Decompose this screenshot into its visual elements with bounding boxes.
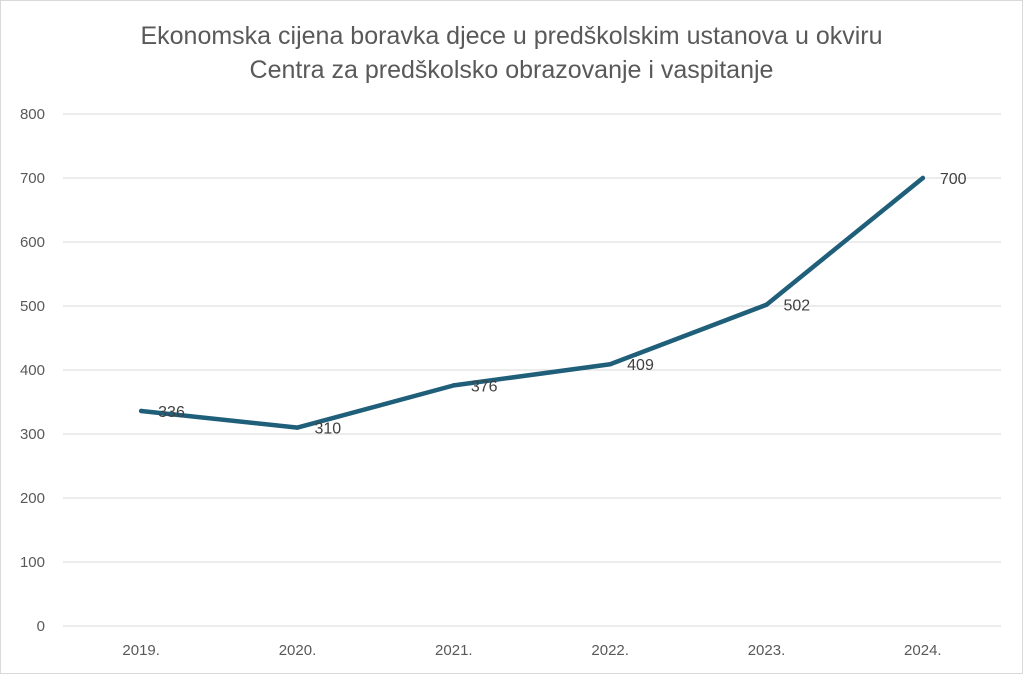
data-label: 310 xyxy=(315,421,342,438)
data-point xyxy=(451,383,457,388)
series-line xyxy=(138,175,926,430)
data-label: 409 xyxy=(627,357,654,374)
data-label: 700 xyxy=(940,171,967,188)
x-tick-label: 2024. xyxy=(904,642,942,659)
x-tick-label: 2021. xyxy=(435,642,473,659)
y-tick-label: 0 xyxy=(37,618,45,635)
y-tick-label: 700 xyxy=(20,170,45,187)
y-tick-label: 800 xyxy=(20,106,45,123)
y-tick-label: 300 xyxy=(20,426,45,443)
x-tick-label: 2023. xyxy=(748,642,786,659)
y-tick-label: 200 xyxy=(20,490,45,507)
y-tick-label: 100 xyxy=(20,554,45,571)
data-label: 336 xyxy=(158,404,185,421)
x-tick-label: 2022. xyxy=(591,642,629,659)
x-tick-label: 2019. xyxy=(122,642,160,659)
y-tick-label: 400 xyxy=(20,362,45,379)
data-point xyxy=(295,425,300,430)
data-point xyxy=(607,362,613,367)
chart-title: Ekonomska cijena boravka djece u predško… xyxy=(1,19,1022,87)
y-tick-label: 600 xyxy=(20,234,45,251)
data-point xyxy=(920,175,926,181)
chart-title-line-2: Centra za predškolsko obrazovanje i vasp… xyxy=(249,56,774,84)
data-label: 376 xyxy=(471,378,498,395)
y-tick-label: 500 xyxy=(20,298,45,315)
data-point xyxy=(764,302,769,307)
chart-title-line-1: Ekonomska cijena boravka djece u predško… xyxy=(140,22,883,50)
x-tick-label: 2020. xyxy=(279,642,317,659)
data-point xyxy=(138,408,144,414)
data-label: 502 xyxy=(784,298,811,315)
